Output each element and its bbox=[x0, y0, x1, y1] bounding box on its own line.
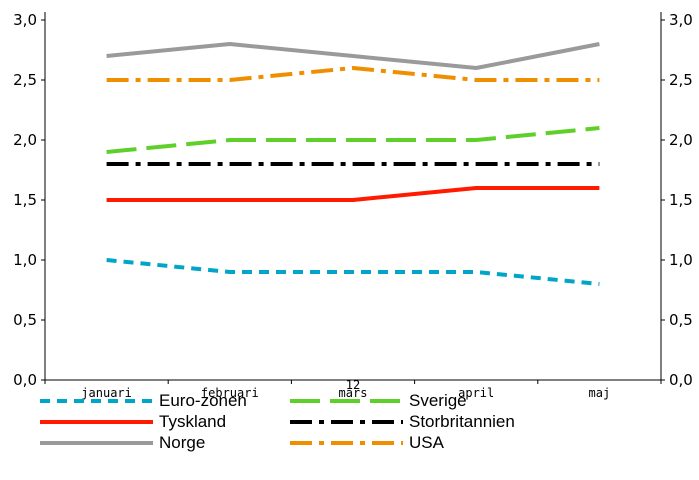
y-tick-label-left: 1,5 bbox=[13, 191, 37, 209]
x-tick-label: maj bbox=[589, 386, 611, 400]
y-tick-label-left: 0,0 bbox=[13, 371, 37, 389]
y-axis-right: 0,0 0,5 1,0 1,5 2,0 2,5 3,0 bbox=[660, 11, 693, 389]
x-tick-label: mars bbox=[339, 386, 368, 400]
y-tick-label-left: 3,0 bbox=[13, 11, 37, 29]
legend-swatch bbox=[290, 399, 403, 403]
y-tick-label-right: 2,5 bbox=[669, 71, 693, 89]
legend-swatch bbox=[40, 441, 153, 445]
legend-item-norge: Norge bbox=[40, 433, 205, 453]
legend: Euro-zonen Tyskland Norge Sverige Storbritan… bbox=[40, 391, 660, 480]
legend-item-tyskland: Tyskland bbox=[40, 412, 226, 432]
legend-swatch bbox=[290, 441, 403, 445]
y-tick-label-right: 0,5 bbox=[669, 311, 693, 329]
legend-item-sverige: Sverige bbox=[290, 391, 467, 411]
y-tick-label-left: 1,0 bbox=[13, 251, 37, 269]
series-lines bbox=[106, 42, 600, 286]
y-axis-left: 0,0 0,5 1,0 1,5 2,0 2,5 3,0 bbox=[13, 11, 46, 389]
series-line-usa bbox=[106, 66, 600, 82]
series-line-norge bbox=[106, 42, 600, 70]
x-axis-year-label: 12 bbox=[346, 378, 360, 392]
y-tick-label-left: 2,5 bbox=[13, 71, 37, 89]
legend-item-euro-zonen: Euro-zonen bbox=[40, 391, 247, 411]
legend-label: USA bbox=[409, 433, 444, 452]
legend-swatch bbox=[40, 399, 153, 403]
legend-label: Norge bbox=[159, 433, 206, 452]
legend-label: Euro-zonen bbox=[159, 391, 247, 410]
legend-item-storbritannien: Storbritannien bbox=[290, 412, 515, 432]
legend-label: Sverige bbox=[409, 391, 467, 410]
x-tick-label: januari bbox=[81, 386, 132, 400]
x-tick-label: april bbox=[458, 386, 494, 400]
y-tick-label-left: 2,0 bbox=[13, 131, 37, 149]
series-line-euro-zonen bbox=[106, 258, 600, 286]
x-tick-label: februari bbox=[201, 386, 259, 400]
legend-swatch bbox=[290, 420, 403, 424]
legend-label: Tyskland bbox=[159, 412, 227, 431]
legend-label: Storbritannien bbox=[409, 412, 515, 431]
y-tick-label-right: 1,5 bbox=[669, 191, 693, 209]
y-tick-label-right: 2,0 bbox=[669, 131, 693, 149]
x-axis: januari februari mars april maj bbox=[44, 379, 662, 400]
y-tick-label-right: 0,0 bbox=[669, 371, 693, 389]
series-line-tyskland bbox=[106, 186, 600, 202]
y-tick-label-right: 3,0 bbox=[669, 11, 693, 29]
y-tick-label-right: 1,0 bbox=[669, 251, 693, 269]
y-tick-label-left: 0,5 bbox=[13, 311, 37, 329]
series-line-sverige bbox=[106, 126, 600, 154]
legend-swatch bbox=[40, 420, 153, 424]
legend-item-usa: USA bbox=[290, 433, 444, 453]
